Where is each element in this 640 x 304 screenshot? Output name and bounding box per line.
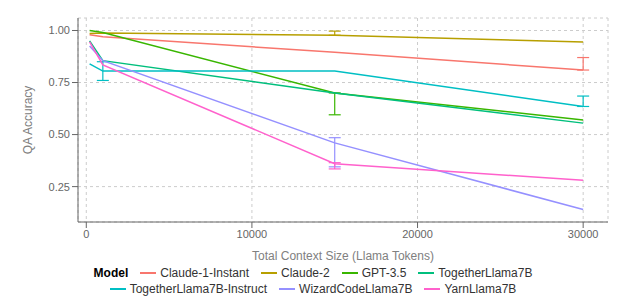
html-text:TogetherLlama7B: TogetherLlama7B: [438, 266, 533, 280]
svg-text:Total Context Size (Llama Toke: Total Context Size (Llama Tokens): [252, 249, 434, 263]
html-text:TogetherLlama7B-Instruct: TogetherLlama7B-Instruct: [129, 282, 268, 296]
html-text:WizardCodeLlama7B: WizardCodeLlama7B: [299, 282, 413, 296]
svg-text:0.50: 0.50: [49, 128, 70, 140]
svg-text:0.25: 0.25: [49, 181, 70, 193]
html-text:GPT-3.5: GPT-3.5: [361, 266, 407, 280]
html-text:YarnLlama7B: YarnLlama7B: [444, 282, 517, 296]
svg-text:0: 0: [83, 228, 89, 240]
svg-text:QA Accuracy: QA Accuracy: [21, 86, 35, 155]
svg-text:30000: 30000: [568, 228, 599, 240]
svg-text:1.00: 1.00: [49, 24, 70, 36]
svg-text:10000: 10000: [237, 228, 268, 240]
svg-text:0.75: 0.75: [49, 76, 70, 88]
html-text:Claude-1-Instant: Claude-1-Instant: [160, 266, 249, 280]
svg-text:20000: 20000: [402, 228, 433, 240]
html-text:Claude-2: Claude-2: [281, 266, 330, 280]
html-text:Model: Model: [93, 266, 129, 280]
